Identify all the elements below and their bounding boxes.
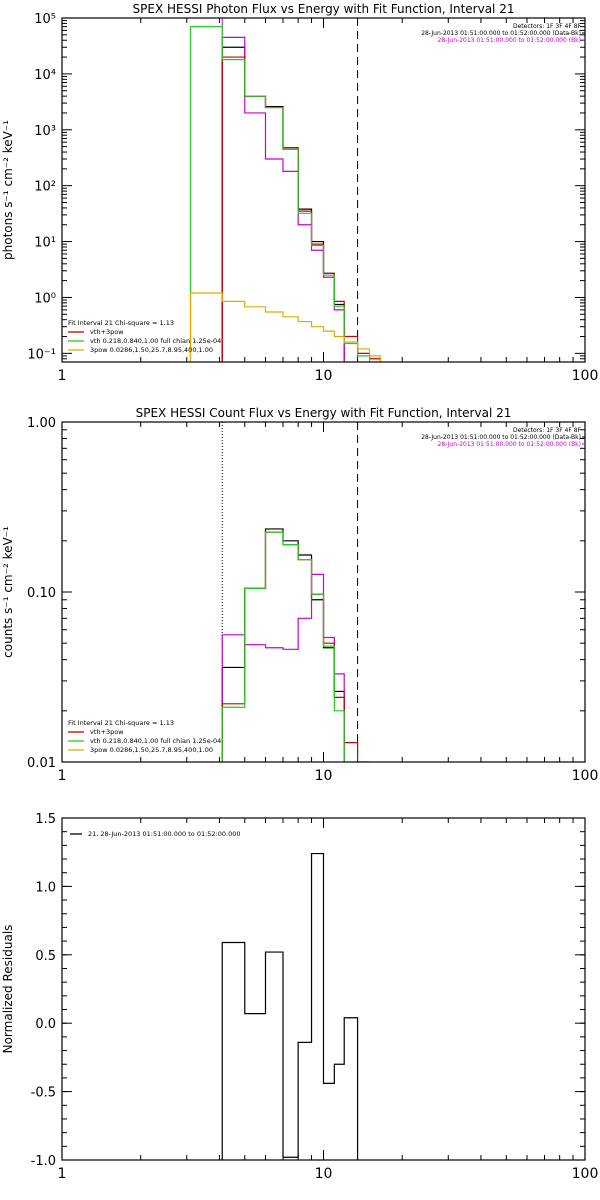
x-tick-label: 100 <box>572 1166 599 1182</box>
y-tick-label: 0.0 <box>35 1017 56 1032</box>
y-tick-label: 10⁴ <box>34 68 56 83</box>
y-tick-label: -0.5 <box>31 1086 56 1101</box>
x-tick-label: 10 <box>315 368 333 384</box>
x-tick-label: 1 <box>58 768 67 784</box>
y-tick-label: 10⁵ <box>34 12 56 27</box>
chart-panel-2: SPEX HESSI Count Flux vs Energy with Fit… <box>1 406 598 784</box>
chart-panel-3: Normalized Residuals 1 10 100 -1.0 -0.5 0.0 0.5… <box>1 812 598 1182</box>
header-text: 28-Jun-2013 01:51:00.000 to 01:52:00.000… <box>421 30 581 37</box>
fit-text: Fit Interval 21 Chi-square = 1.13 <box>68 319 174 327</box>
chart-panel-1: SPEX HESSI Photon Flux vs Energy with Fi… <box>1 2 598 384</box>
fit-text: Fit Interval 21 Chi-square = 1.13 <box>68 719 174 727</box>
legend-entry: vth+3pow <box>90 328 124 336</box>
header-text: 28-Jun-2013 01:51:00.000 to 01:52:00.000… <box>438 441 581 448</box>
y-tick-label: 0.5 <box>35 949 56 964</box>
plot-frame <box>61 17 586 363</box>
series-data-bk <box>221 528 345 762</box>
y-tick-label: 1.0 <box>35 880 56 895</box>
y-axis-label: photons s⁻¹ cm⁻² keV⁻¹ <box>1 120 15 260</box>
x-tick-label: 100 <box>572 768 599 784</box>
x-tick-label: 1 <box>58 1166 67 1182</box>
series-3pow <box>189 292 381 362</box>
series-group <box>189 26 381 362</box>
series-vth <box>221 531 345 762</box>
series-bk <box>221 573 345 762</box>
chart-title: SPEX HESSI Photon Flux vs Energy with Fi… <box>133 2 515 16</box>
chart-title: SPEX HESSI Count Flux vs Energy with Fit… <box>136 406 512 420</box>
x-tick-label: 10 <box>315 1166 333 1182</box>
y-tick-label: 10⁰ <box>34 291 56 306</box>
series-21-28-jun-2013-01-51-00-000-to-01-52-00-000 <box>221 852 359 1160</box>
legend-entry: vth 0.218,0.840,1.00 full chian 1.25e-04 <box>90 737 221 745</box>
y-axis-label: counts s⁻¹ cm⁻² keV⁻¹ <box>1 526 15 658</box>
x-tick-label: 100 <box>572 368 599 384</box>
plot-frame <box>61 817 586 1161</box>
header-text: Detectors: 1F 3F 4F 8F <box>513 427 582 434</box>
y-axis-label: Normalized Residuals <box>1 925 15 1054</box>
legend-entry: 3pow 0.0286,1.50,25.7,8.95,400,1.00 <box>90 346 213 354</box>
y-tick-label: 0.10 <box>27 586 56 601</box>
header-text: 28-Jun-2013 01:51:00.000 to 01:52:00.000… <box>438 37 581 44</box>
series-group <box>221 852 359 1160</box>
series-group <box>221 528 370 762</box>
y-tick-label: 10³ <box>34 124 56 139</box>
y-tick-label: 10² <box>34 180 56 195</box>
x-tick-label: 10 <box>315 768 333 784</box>
legend-entry: 21. 28-Jun-2013 01:51:00.000 to 01:52:00… <box>88 830 240 838</box>
header-text: 28-Jun-2013 01:51:00.000 to 01:52:00.000… <box>421 434 581 441</box>
y-tick-label: -1.0 <box>31 1154 56 1169</box>
x-tick-label: 1 <box>58 368 67 384</box>
y-tick-label: 10⁻¹ <box>27 347 56 362</box>
series-vth <box>189 26 371 362</box>
y-tick-label: 10¹ <box>34 236 56 251</box>
header-text: Detectors: 1F 3F 4F 8F <box>513 23 582 30</box>
legend-entry: 3pow 0.0286,1.50,25.7,8.95,400,1.00 <box>90 746 213 754</box>
legend-entry: vth 0.218,0.840,1.00 full chian 1.25e-04 <box>90 337 221 345</box>
y-tick-label: 0.01 <box>27 756 56 771</box>
y-tick-label: 1.5 <box>35 812 56 827</box>
y-tick-label: 1.00 <box>27 416 56 431</box>
legend-entry: vth+3pow <box>90 728 124 736</box>
plot-frame <box>61 421 586 763</box>
